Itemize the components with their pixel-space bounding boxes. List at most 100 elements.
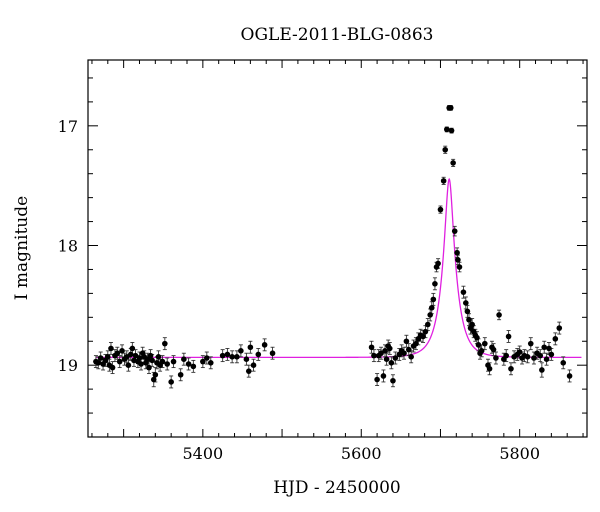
data-point [508, 365, 514, 372]
data-point [552, 336, 559, 342]
data-point [382, 348, 388, 354]
data-point [560, 359, 567, 366]
data-point [114, 350, 121, 357]
data-point [454, 249, 460, 256]
data-point [155, 354, 162, 360]
x-tick-label: 5800 [499, 444, 540, 463]
data-point [243, 356, 250, 363]
data-point [250, 362, 257, 368]
data-point [119, 348, 125, 354]
data-point [546, 345, 552, 352]
data-point [368, 344, 375, 351]
data-point [437, 206, 444, 213]
data-point [146, 364, 152, 371]
data-point [229, 354, 235, 360]
data-point [374, 376, 380, 383]
data-point [269, 350, 276, 357]
data-point [427, 312, 433, 318]
data-point [125, 362, 132, 368]
data-point [159, 358, 166, 365]
data-point [478, 348, 485, 354]
data-point [430, 296, 437, 303]
data-point [129, 345, 136, 352]
data-point [181, 356, 187, 363]
data-point [486, 365, 493, 372]
data-point [386, 345, 393, 352]
data-point [505, 333, 512, 340]
data-point [447, 105, 454, 111]
data-point [524, 354, 531, 360]
data-point [149, 357, 155, 364]
data-point [170, 358, 177, 365]
data-point [190, 363, 197, 370]
data-point [405, 346, 412, 353]
data-point [490, 346, 497, 353]
data-point [493, 355, 499, 361]
data-point [543, 356, 550, 363]
data-point [371, 352, 377, 359]
data-point [435, 260, 441, 267]
data-point [204, 355, 210, 361]
data-point [541, 344, 548, 351]
data-point [255, 351, 262, 358]
y-tick-label: 17 [58, 117, 78, 136]
data-point [451, 228, 458, 234]
chart-title: OGLE-2011-BLG-0863 [241, 25, 434, 45]
data-point [527, 340, 534, 347]
data-point [392, 355, 399, 361]
data-point [152, 371, 159, 378]
data-point [150, 376, 157, 383]
data-point [238, 348, 244, 354]
data-point [144, 356, 151, 363]
data-point [147, 352, 154, 359]
data-point [464, 308, 471, 315]
data-point [403, 338, 410, 345]
y-tick-label: 18 [58, 237, 78, 256]
data-point [537, 352, 544, 359]
data-point [224, 351, 231, 358]
data-point [496, 312, 502, 318]
data-point [566, 373, 573, 379]
data-point [177, 371, 184, 378]
data-point [138, 361, 144, 367]
data-point [383, 356, 390, 363]
data-point [413, 340, 419, 347]
y-tick-labels: 17 18 19 [58, 117, 78, 375]
data-point [474, 334, 480, 341]
x-tick-labels: 5400 5600 5800 [182, 444, 540, 463]
data-point [455, 257, 461, 263]
data-point [475, 342, 482, 348]
data-point [516, 349, 523, 355]
y-axis-label: I magnitude [12, 196, 32, 300]
data-point [164, 361, 171, 367]
data-points [93, 105, 573, 385]
data-point [548, 351, 555, 358]
data-point [469, 321, 475, 328]
data-point [539, 367, 545, 373]
data-point [503, 352, 510, 359]
data-point [207, 359, 214, 366]
data-point [247, 344, 254, 351]
data-point [556, 325, 563, 331]
x-tick-label: 5400 [182, 444, 223, 463]
data-point [200, 358, 206, 365]
data-point [420, 333, 426, 340]
data-point [401, 350, 407, 357]
y-tick-label: 19 [58, 356, 78, 375]
model-curve [95, 177, 582, 359]
x-tick-label: 5600 [341, 444, 382, 463]
data-point [108, 345, 114, 352]
data-point [432, 281, 438, 287]
data-point [440, 178, 447, 184]
x-axis-label: HJD - 2450000 [273, 478, 401, 498]
data-point [95, 359, 102, 366]
data-point [388, 359, 395, 366]
data-point [168, 379, 174, 385]
data-point [109, 364, 116, 371]
data-point [136, 355, 143, 361]
data-point [105, 354, 111, 360]
data-point [422, 328, 429, 335]
data-point [162, 340, 168, 347]
data-point [442, 146, 449, 153]
